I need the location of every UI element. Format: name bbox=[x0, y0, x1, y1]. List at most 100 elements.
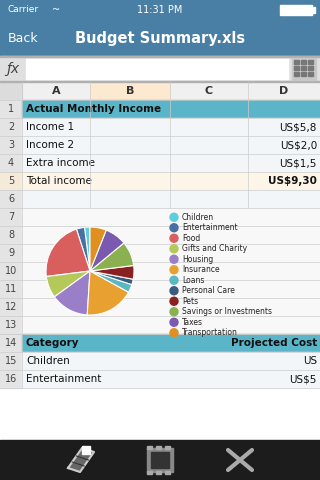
Bar bbox=[0, 0, 320, 20]
Text: 5: 5 bbox=[8, 176, 14, 186]
Wedge shape bbox=[90, 243, 134, 271]
Bar bbox=[0, 262, 22, 280]
Circle shape bbox=[170, 308, 178, 316]
Text: D: D bbox=[279, 86, 289, 96]
Circle shape bbox=[170, 276, 178, 284]
Bar bbox=[22, 190, 320, 208]
Bar bbox=[22, 334, 320, 352]
Bar bbox=[308, 60, 313, 64]
Text: Gifts and Charity: Gifts and Charity bbox=[182, 244, 247, 253]
Bar bbox=[308, 72, 313, 76]
Text: Children: Children bbox=[26, 356, 70, 366]
Bar bbox=[301, 66, 306, 70]
Wedge shape bbox=[90, 230, 124, 271]
Text: 10: 10 bbox=[5, 266, 17, 276]
Text: 16: 16 bbox=[5, 374, 17, 384]
Text: Projected Cost: Projected Cost bbox=[231, 338, 317, 348]
Bar bbox=[22, 136, 320, 154]
Text: Savings or Investments: Savings or Investments bbox=[182, 307, 272, 316]
Bar bbox=[0, 56, 320, 82]
Text: Insurance: Insurance bbox=[182, 265, 220, 274]
Text: Transportation: Transportation bbox=[182, 328, 238, 337]
Bar bbox=[0, 370, 22, 388]
Text: 12: 12 bbox=[5, 302, 17, 312]
Text: 3: 3 bbox=[8, 140, 14, 150]
Text: Entertainment: Entertainment bbox=[182, 223, 238, 232]
Text: Food: Food bbox=[182, 234, 200, 243]
Bar bbox=[0, 440, 320, 480]
Wedge shape bbox=[46, 271, 90, 297]
Bar bbox=[0, 56, 320, 57]
Circle shape bbox=[170, 245, 178, 253]
Bar bbox=[22, 352, 320, 370]
Text: 2: 2 bbox=[8, 122, 14, 132]
Bar bbox=[0, 136, 22, 154]
Text: US: US bbox=[303, 356, 317, 366]
Circle shape bbox=[170, 224, 178, 232]
Wedge shape bbox=[90, 265, 134, 279]
Bar bbox=[147, 471, 152, 474]
Text: Extra income: Extra income bbox=[26, 158, 95, 168]
Circle shape bbox=[170, 234, 178, 242]
Text: 7: 7 bbox=[8, 212, 14, 222]
Bar bbox=[22, 244, 320, 262]
Bar bbox=[0, 118, 22, 136]
Bar bbox=[22, 172, 320, 190]
Bar bbox=[165, 446, 170, 449]
Text: Back: Back bbox=[8, 32, 39, 45]
Bar bbox=[22, 316, 320, 334]
Bar bbox=[0, 154, 22, 172]
Text: ~: ~ bbox=[52, 5, 60, 15]
Bar bbox=[82, 446, 90, 454]
Text: Taxes: Taxes bbox=[182, 318, 203, 327]
Bar bbox=[294, 72, 299, 76]
Wedge shape bbox=[90, 271, 133, 285]
Text: US$2,0: US$2,0 bbox=[280, 140, 317, 150]
Bar bbox=[165, 471, 170, 474]
Bar bbox=[0, 81, 320, 82]
Text: 14: 14 bbox=[5, 338, 17, 348]
Bar bbox=[0, 172, 22, 190]
Text: Housing: Housing bbox=[182, 255, 213, 264]
Bar bbox=[0, 298, 22, 316]
Text: Income 2: Income 2 bbox=[26, 140, 74, 150]
Bar bbox=[0, 226, 22, 244]
Wedge shape bbox=[76, 228, 90, 271]
Text: Income 1: Income 1 bbox=[26, 122, 74, 132]
Bar bbox=[147, 448, 173, 472]
Circle shape bbox=[170, 287, 178, 295]
Bar bbox=[156, 471, 161, 474]
Bar bbox=[0, 100, 22, 118]
Wedge shape bbox=[87, 271, 129, 315]
Bar bbox=[22, 118, 320, 136]
Text: C: C bbox=[205, 86, 213, 96]
Text: 8: 8 bbox=[8, 230, 14, 240]
Circle shape bbox=[170, 213, 178, 221]
Text: 4: 4 bbox=[8, 158, 14, 168]
Text: Personal Care: Personal Care bbox=[182, 286, 235, 295]
Text: 1: 1 bbox=[8, 104, 14, 114]
Bar bbox=[156, 446, 161, 449]
Text: B: B bbox=[126, 86, 134, 96]
Bar bbox=[22, 226, 320, 244]
Wedge shape bbox=[84, 227, 90, 271]
Bar bbox=[22, 262, 320, 280]
Text: 13: 13 bbox=[5, 320, 17, 330]
Bar bbox=[0, 334, 22, 352]
Bar bbox=[0, 352, 22, 370]
Bar bbox=[0, 208, 22, 226]
Bar bbox=[0, 280, 22, 298]
Bar bbox=[0, 190, 22, 208]
Circle shape bbox=[170, 255, 178, 263]
Bar bbox=[151, 452, 169, 468]
Bar bbox=[22, 370, 320, 388]
Bar bbox=[0, 244, 22, 262]
Text: Actual Monthly Income: Actual Monthly Income bbox=[26, 104, 161, 114]
Bar bbox=[0, 82, 22, 100]
Wedge shape bbox=[90, 271, 132, 292]
Text: Entertainment: Entertainment bbox=[26, 374, 101, 384]
Text: Carrier: Carrier bbox=[8, 5, 39, 14]
Text: Children: Children bbox=[182, 213, 214, 222]
Bar bbox=[22, 208, 320, 226]
Text: A: A bbox=[52, 86, 60, 96]
